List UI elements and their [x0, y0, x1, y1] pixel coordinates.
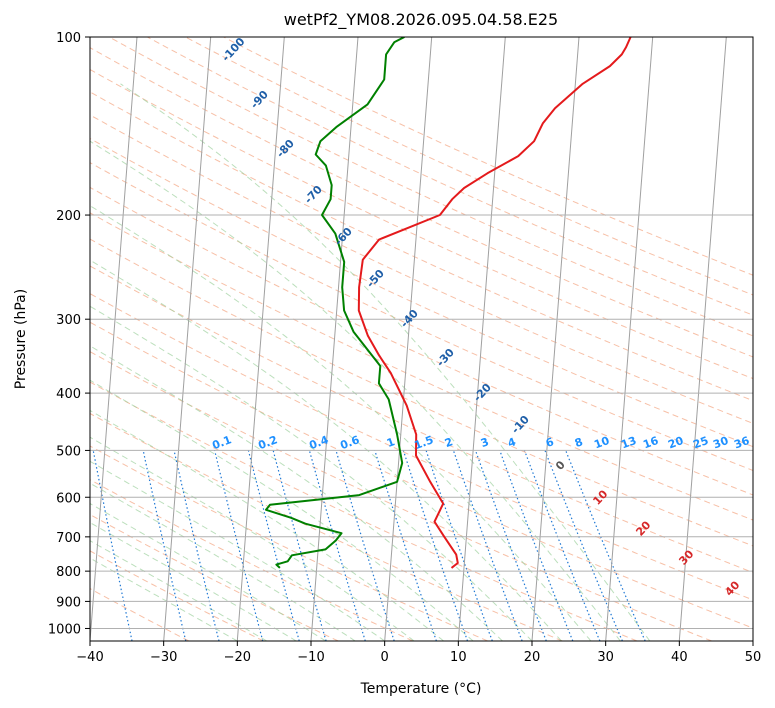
mixing-ratio-line — [425, 450, 493, 641]
y-axis-label: Pressure (hPa) — [13, 289, 29, 389]
isotherm-line — [384, 37, 433, 641]
mixing-ratio-label: 6 — [544, 435, 556, 450]
moist-adiabat — [90, 436, 415, 641]
mixing-ratio-label: 10 — [592, 434, 611, 452]
x-axis-label: Temperature (°C) — [360, 681, 482, 697]
isotherm-line — [605, 37, 654, 641]
y-tick-label: 600 — [56, 491, 81, 506]
isotherm-line — [310, 37, 359, 641]
mixing-ratio-line — [214, 450, 264, 641]
moist-adiabat — [90, 345, 503, 641]
moist-adiabat — [90, 482, 356, 641]
y-tick-label: 1000 — [48, 622, 81, 637]
x-tick-label: −20 — [224, 650, 251, 665]
x-axis-ticks: −40 −30 −20 −10 0 10 20 30 40 50 — [76, 641, 761, 665]
isotherm-line — [457, 37, 506, 641]
moist-adiabat — [90, 305, 533, 641]
dry-adiabat — [90, 91, 753, 402]
dry-adiabat — [146, 37, 753, 316]
isotherm-line — [236, 37, 285, 641]
y-tick-label: 400 — [56, 387, 81, 402]
chart-title: wetPf2_YM08.2026.095.04.58.E25 — [284, 10, 558, 30]
dewpoint-line — [265, 37, 405, 569]
y-tick-label: 500 — [56, 444, 81, 459]
mixing-ratio-label: 4 — [506, 435, 518, 450]
mixing-ratio-label: 36 — [732, 434, 751, 452]
isotherm-line — [90, 37, 138, 641]
dry-adiabat — [90, 47, 753, 358]
y-tick-label: 100 — [56, 31, 81, 46]
moist-adiabat — [90, 522, 297, 641]
mixing-ratio-line — [452, 450, 523, 641]
mixing-ratio-line — [308, 450, 366, 641]
grid-lines — [90, 37, 753, 629]
mixing-ratio-label: 8 — [573, 435, 585, 450]
mixing-ratio-line — [374, 450, 437, 641]
moist-adiabat — [90, 140, 621, 641]
mixing-ratio-label: 20 — [666, 434, 685, 452]
mixing-ratio-label: 25 — [691, 434, 710, 451]
mixing-ratio-label: 0.4 — [307, 433, 330, 452]
isotherm-line — [163, 37, 212, 641]
mixing-ratio-line — [247, 450, 300, 641]
mixing-ratio-label: 3 — [479, 435, 491, 450]
mixing-ratio-line — [499, 450, 574, 641]
y-tick-label: 200 — [56, 209, 81, 224]
mixing-ratio-line — [474, 450, 547, 641]
mixing-ratio-label: 16 — [641, 434, 660, 452]
moist-adiabat — [90, 259, 562, 641]
mixing-ratio-line — [272, 450, 327, 641]
mixing-ratio-line — [402, 450, 469, 641]
isotherm-line — [678, 37, 727, 641]
dry-adiabat — [90, 321, 753, 629]
dry-adiabat — [90, 114, 753, 424]
mixing-ratio-line — [142, 450, 187, 641]
y-tick-label: 700 — [56, 531, 81, 546]
y-tick-label: 300 — [56, 313, 81, 328]
y-tick-label: 800 — [56, 565, 81, 580]
moist-adiabat — [90, 557, 238, 641]
moist-adiabat — [90, 409, 444, 641]
mixing-ratio-label: 0.6 — [338, 433, 361, 452]
mixing-ratio-line — [523, 450, 601, 641]
x-tick-label: 20 — [524, 650, 541, 665]
mixing-ratio-label: 0.1 — [210, 433, 233, 452]
y-axis-ticks: 100 200 300 400 500 600 700 800 900 1000 — [48, 31, 90, 637]
mixing-ratio-label: 0.2 — [256, 433, 279, 452]
x-tick-label: 30 — [597, 650, 614, 665]
plot-frame — [89, 36, 754, 642]
mixing-ratio-label: 1 — [385, 435, 397, 450]
moist-adiabat — [90, 379, 474, 641]
y-tick-label: 900 — [56, 595, 81, 610]
x-tick-label: 50 — [745, 650, 762, 665]
dry-adiabat — [90, 68, 753, 380]
mixing-ratio-label: 30 — [711, 434, 730, 452]
x-tick-label: 10 — [450, 650, 467, 665]
moist-adiabat — [90, 460, 385, 641]
dry-adiabat — [108, 37, 753, 337]
x-tick-label: −40 — [76, 650, 103, 665]
x-tick-label: 0 — [381, 650, 389, 665]
mixing-ratio-label: 2 — [443, 435, 455, 450]
mixing-ratio-label: 1.5 — [412, 433, 435, 452]
mixing-ratio-label: 13 — [619, 434, 638, 451]
isotherm-line — [531, 37, 580, 641]
x-tick-label: −30 — [150, 650, 177, 665]
mixing-ratio-line — [544, 450, 623, 641]
x-tick-label: 40 — [671, 650, 688, 665]
profile-lines — [265, 37, 632, 569]
mixing-ratio-line — [173, 450, 220, 641]
moist-adiabat — [120, 83, 651, 641]
x-tick-label: −10 — [297, 650, 324, 665]
moist-adiabat — [90, 540, 268, 641]
temperature-line — [357, 37, 632, 569]
